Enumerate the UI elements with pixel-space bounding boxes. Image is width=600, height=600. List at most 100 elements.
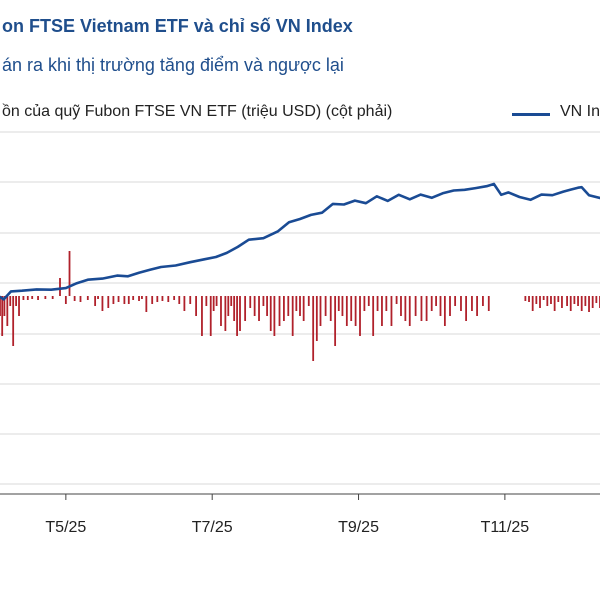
flow-bar — [312, 296, 315, 361]
vn-index-point — [0, 296, 1, 298]
flow-bar — [215, 296, 218, 306]
vn-index-point — [409, 198, 411, 200]
legend-line-label: VN In — [560, 103, 600, 120]
vn-index-point — [376, 195, 378, 197]
flow-bar — [37, 296, 39, 300]
flow-bar — [112, 296, 115, 304]
flow-bar — [283, 296, 285, 321]
vn-index-point — [551, 194, 554, 196]
flow-bar — [390, 296, 393, 326]
vn-index-point — [354, 200, 356, 202]
vn-index-point — [277, 230, 279, 232]
flow-bar — [31, 296, 34, 299]
flow-bar — [73, 296, 76, 301]
flow-bar — [195, 296, 197, 316]
flow-bar — [287, 296, 290, 316]
flow-bar — [227, 296, 230, 316]
flow-bar — [577, 296, 579, 306]
vn-index-point — [116, 275, 118, 277]
x-tick-label: T9/25 — [338, 519, 379, 536]
vn-index-point — [21, 290, 23, 292]
vn-index-point — [65, 287, 67, 289]
vn-index-point — [500, 194, 502, 196]
vn-index-point — [387, 200, 389, 202]
vn-index-point — [442, 192, 444, 194]
flow-bar — [244, 296, 247, 321]
flow-bar — [273, 296, 276, 336]
flow-bar — [584, 296, 587, 306]
flow-bar — [580, 296, 583, 311]
vn-index-point — [299, 218, 301, 220]
vn-index-point — [262, 237, 265, 239]
vn-index-point — [288, 221, 290, 223]
flow-bar — [278, 296, 281, 326]
flow-bar — [460, 296, 462, 311]
flow-bar — [546, 296, 549, 306]
vn-index-point — [226, 252, 228, 254]
vn-index-point — [149, 269, 151, 271]
flow-bar — [26, 296, 29, 300]
vn-index-point — [365, 202, 367, 204]
flow-bar — [350, 296, 353, 321]
vn-index-point — [507, 191, 510, 194]
flow-bar — [101, 296, 104, 311]
flow-bar — [209, 296, 212, 336]
vn-index-point — [529, 199, 532, 201]
vn-index-point — [464, 189, 466, 191]
flow-bar — [449, 296, 451, 316]
vn-index-point — [518, 196, 521, 198]
vn-index-point — [321, 212, 323, 214]
flow-bar — [454, 296, 457, 306]
vn-index-point — [310, 214, 312, 216]
flow-bar — [524, 296, 527, 301]
flow-bar — [0, 296, 1, 316]
vn-index-point — [87, 279, 89, 281]
flow-bar — [553, 296, 556, 311]
flow-bar — [3, 296, 6, 316]
flow-bar — [205, 296, 208, 306]
flow-bar — [367, 296, 370, 306]
flow-bar — [79, 296, 82, 302]
vn-index-point — [431, 197, 433, 199]
flow-bar — [487, 296, 490, 311]
flow-bar — [337, 296, 340, 311]
flow-bar — [354, 296, 357, 326]
flow-bar — [334, 296, 337, 346]
vn-index-point — [215, 256, 217, 258]
flow-bar — [22, 296, 25, 300]
flow-bar — [404, 296, 407, 321]
vn-index-point — [175, 264, 177, 267]
flow-bar — [588, 296, 590, 312]
vn-index-point — [475, 187, 477, 189]
flow-bar — [591, 296, 594, 308]
flow-bar — [539, 296, 541, 308]
flow-bar — [156, 296, 159, 302]
flow-bar — [97, 296, 99, 299]
flow-bar — [138, 296, 140, 301]
vn-index-point — [50, 289, 52, 291]
vn-index-point — [204, 258, 206, 260]
flow-bar — [542, 296, 545, 300]
vn-index-point — [420, 193, 422, 196]
vn-index-point — [453, 189, 455, 192]
flow-bar — [167, 296, 170, 302]
flow-bar — [178, 296, 181, 304]
flow-bar — [258, 296, 260, 321]
flow-bar — [341, 296, 344, 316]
vn-index-point — [540, 193, 543, 196]
flow-bar — [1, 296, 4, 336]
vn-index-point — [493, 183, 495, 185]
flow-bar — [291, 296, 294, 336]
flow-bar — [425, 296, 428, 321]
flow-bar — [107, 296, 110, 308]
flow-bar — [381, 296, 383, 326]
vn-index-point — [237, 246, 239, 248]
flow-bar — [6, 296, 9, 326]
flow-bar — [51, 296, 54, 299]
flow-bar — [595, 296, 598, 303]
flow-bar — [315, 296, 318, 341]
flow-bar — [94, 296, 97, 306]
flow-bar — [253, 296, 256, 316]
flow-bar — [439, 296, 442, 316]
flow-bar — [212, 296, 215, 311]
